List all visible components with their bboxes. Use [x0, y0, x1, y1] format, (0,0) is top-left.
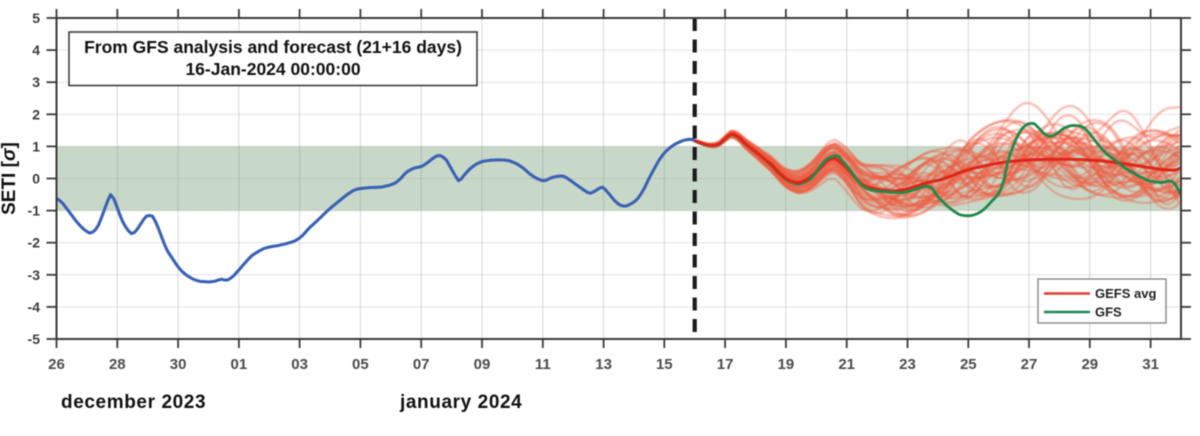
svg-text:03: 03: [291, 356, 308, 373]
svg-text:-3: -3: [28, 267, 41, 283]
svg-text:25: 25: [960, 356, 977, 373]
svg-text:december 2023: december 2023: [61, 392, 206, 413]
svg-text:GEFS avg: GEFS avg: [1095, 286, 1156, 301]
svg-text:27: 27: [1021, 356, 1038, 373]
svg-text:07: 07: [413, 356, 430, 373]
svg-text:january 2024: january 2024: [399, 392, 522, 413]
svg-text:5: 5: [32, 10, 40, 26]
svg-text:-1: -1: [28, 203, 41, 219]
svg-text:From GFS analysis and forecast: From GFS analysis and forecast (21+16 da…: [84, 37, 462, 57]
svg-text:23: 23: [899, 356, 916, 373]
svg-text:3: 3: [32, 74, 40, 90]
svg-text:01: 01: [231, 356, 248, 373]
svg-text:SETI [σ]: SETI [σ]: [0, 142, 20, 215]
svg-text:1: 1: [32, 138, 40, 154]
svg-text:13: 13: [595, 356, 612, 373]
svg-text:GFS: GFS: [1095, 305, 1122, 320]
svg-text:09: 09: [474, 356, 491, 373]
svg-text:16-Jan-2024 00:00:00: 16-Jan-2024 00:00:00: [185, 59, 360, 79]
svg-text:05: 05: [352, 356, 369, 373]
svg-text:-2: -2: [28, 235, 41, 251]
svg-text:2: 2: [32, 106, 40, 122]
svg-text:30: 30: [170, 356, 187, 373]
svg-text:11: 11: [535, 356, 551, 373]
svg-text:21: 21: [838, 356, 855, 373]
svg-text:-5: -5: [28, 331, 41, 347]
svg-text:17: 17: [717, 356, 734, 373]
svg-text:-4: -4: [28, 299, 41, 315]
svg-text:0: 0: [32, 171, 40, 187]
svg-text:26: 26: [48, 356, 65, 373]
svg-text:15: 15: [656, 356, 673, 373]
svg-text:29: 29: [1081, 356, 1098, 373]
svg-text:28: 28: [109, 356, 126, 373]
svg-text:19: 19: [778, 356, 795, 373]
svg-text:31: 31: [1142, 356, 1159, 373]
svg-text:4: 4: [32, 42, 40, 58]
